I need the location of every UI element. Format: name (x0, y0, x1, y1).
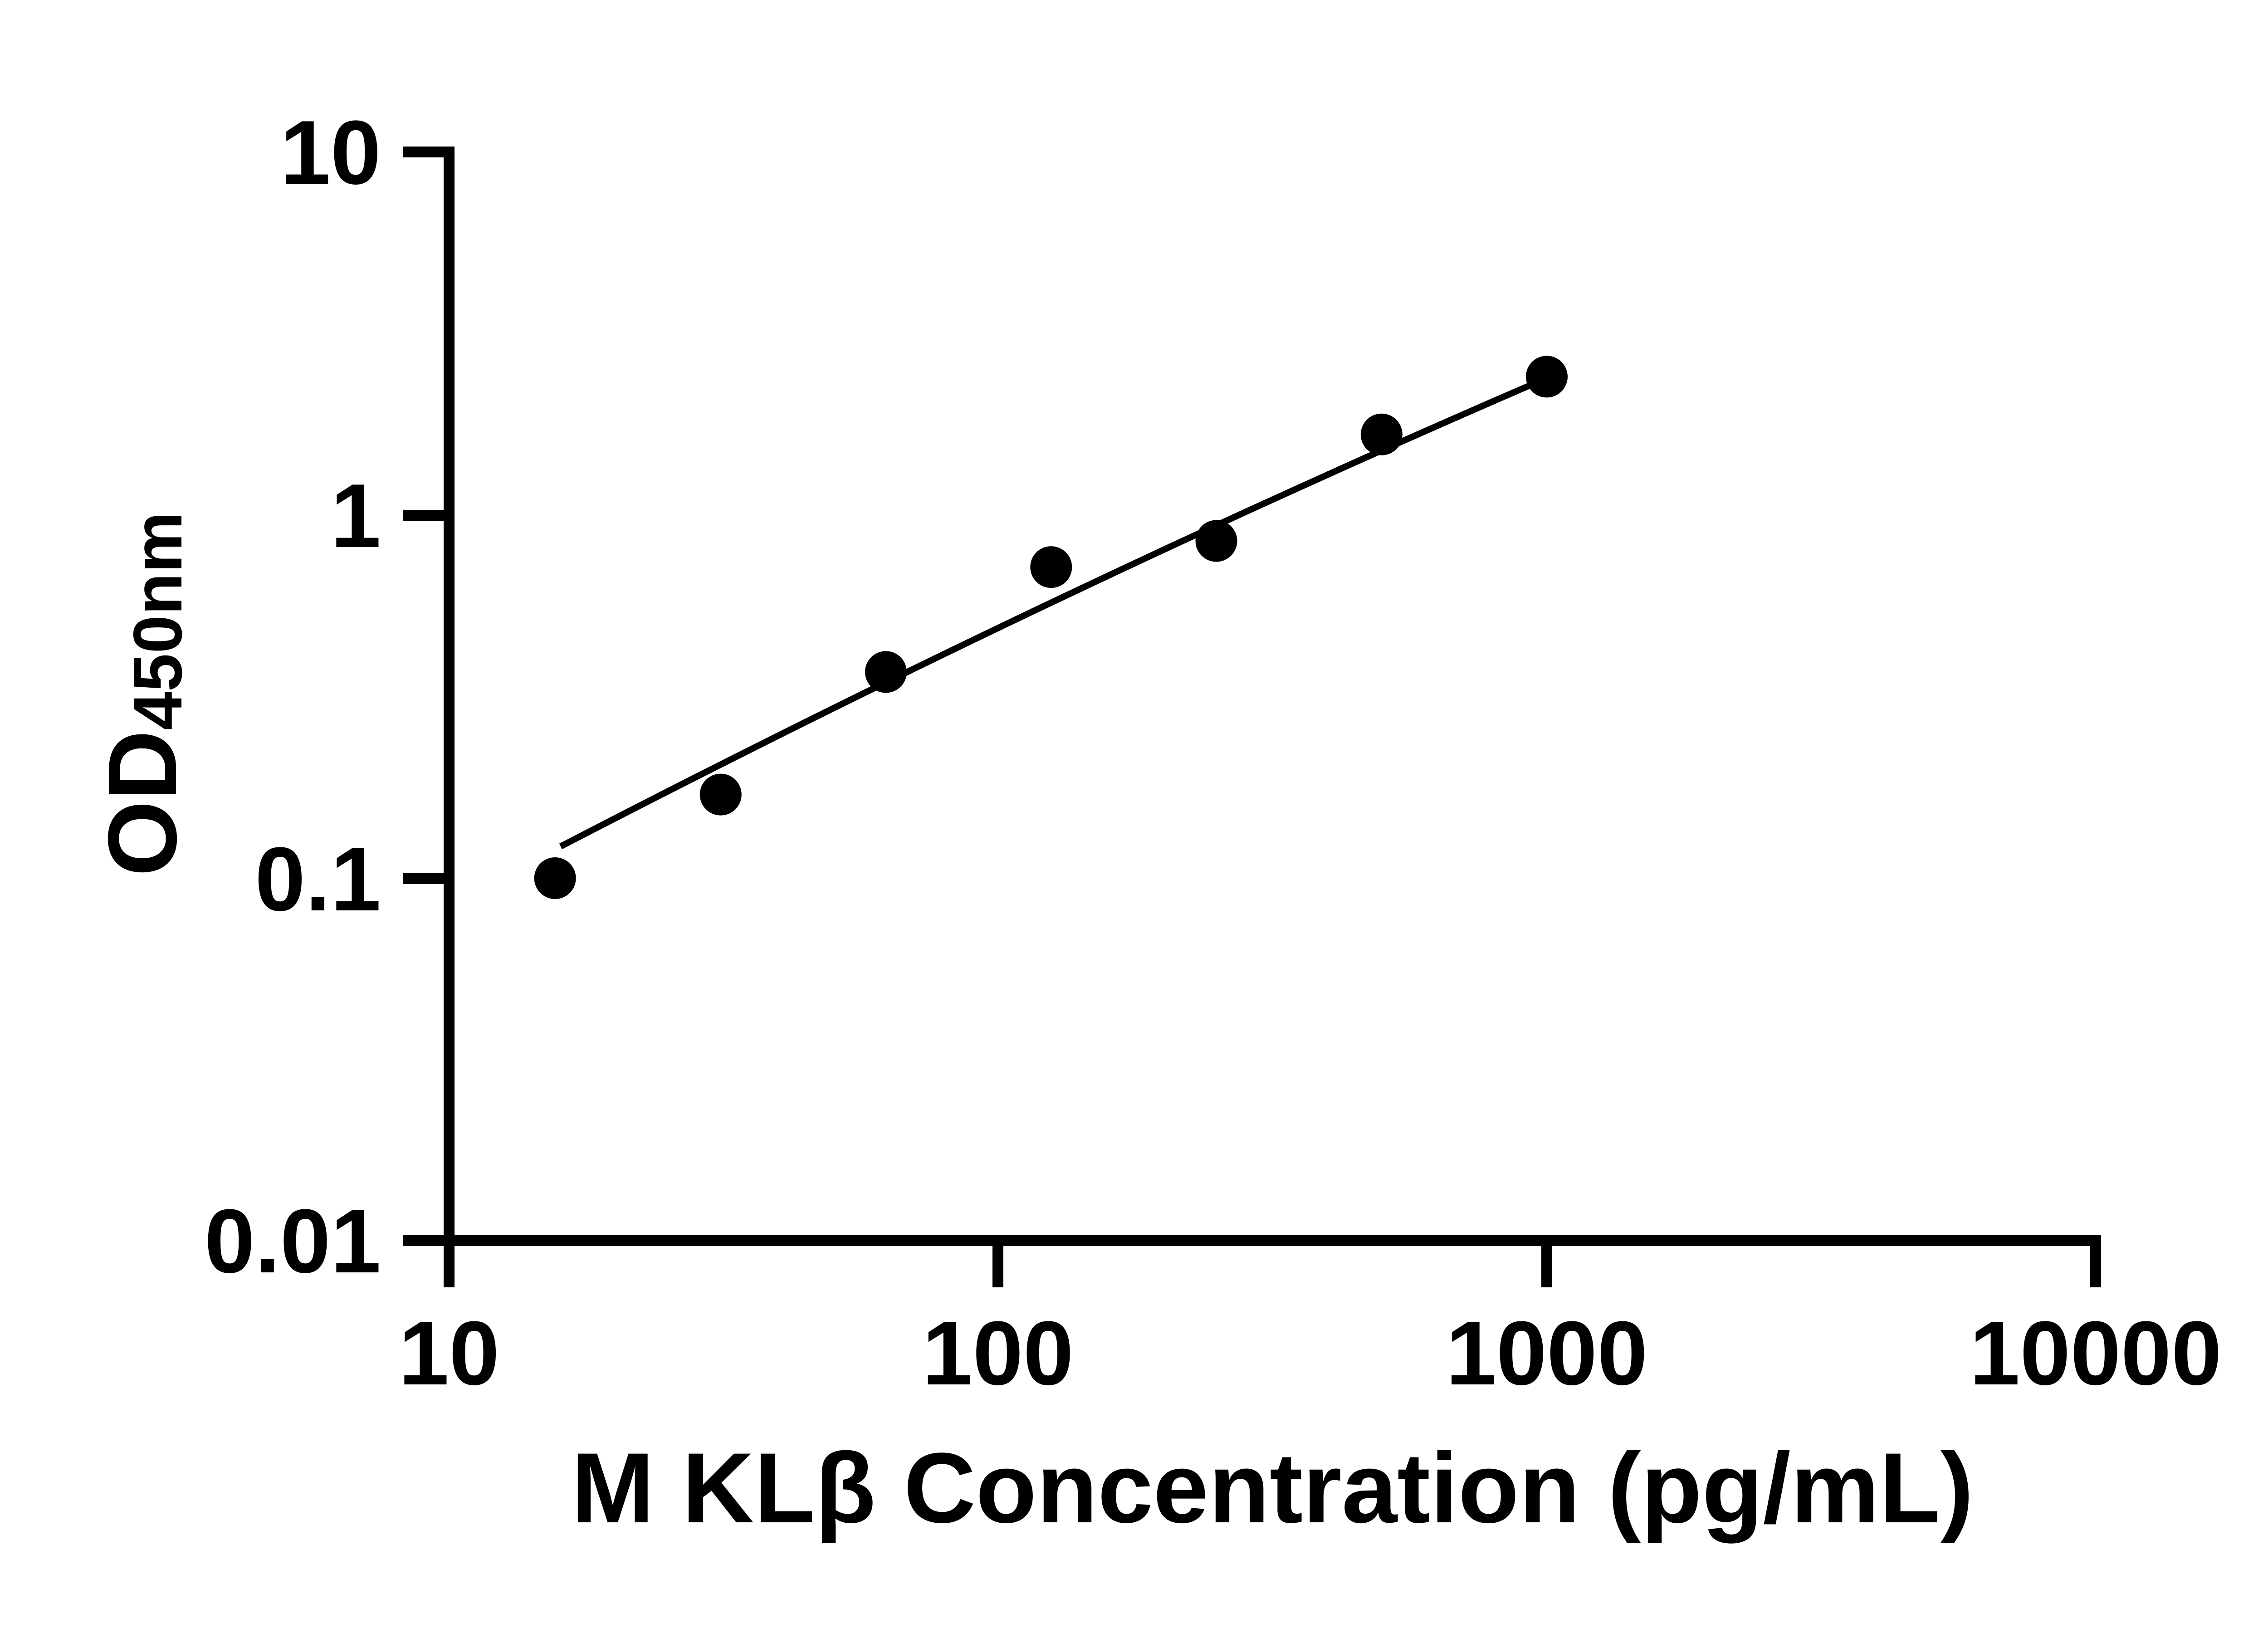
x-tick-label-10: 10 (399, 1303, 499, 1404)
y-tick-label-0.01: 0.01 (205, 1191, 381, 1292)
x-axis-title: M KLβ Concentration (pg/mL) (571, 1432, 1974, 1544)
fit-curve-line (559, 373, 1552, 850)
data-point (534, 857, 576, 899)
data-point (1360, 413, 1403, 455)
x-tick-label-1000: 1000 (1446, 1303, 1648, 1404)
data-point (1195, 520, 1237, 562)
y-tick-label-0.1: 0.1 (255, 829, 381, 930)
y-axis-title: OD450nm (88, 512, 197, 876)
data-point (1526, 356, 1568, 398)
data-point (699, 773, 742, 816)
axes (403, 147, 2101, 1246)
y-axis-tick-labels: 10 1 0.1 0.01 (205, 102, 381, 1292)
x-tick-label-10000: 10000 (1970, 1303, 2222, 1404)
data-point (1030, 546, 1072, 588)
data-point (865, 651, 907, 693)
x-axis-tick-labels: 10 100 1000 10000 (399, 1303, 2222, 1404)
y-tick-label-10: 10 (280, 102, 381, 203)
x-tick-label-100: 100 (922, 1303, 1074, 1404)
x-axis-ticks (444, 1246, 2101, 1287)
y-axis-title-main: OD (88, 730, 197, 877)
y-tick-label-1: 1 (331, 465, 381, 567)
y-axis-title-subscript: 450nm (119, 512, 196, 730)
y-axis-ticks (403, 147, 444, 884)
data-points (534, 356, 1568, 899)
